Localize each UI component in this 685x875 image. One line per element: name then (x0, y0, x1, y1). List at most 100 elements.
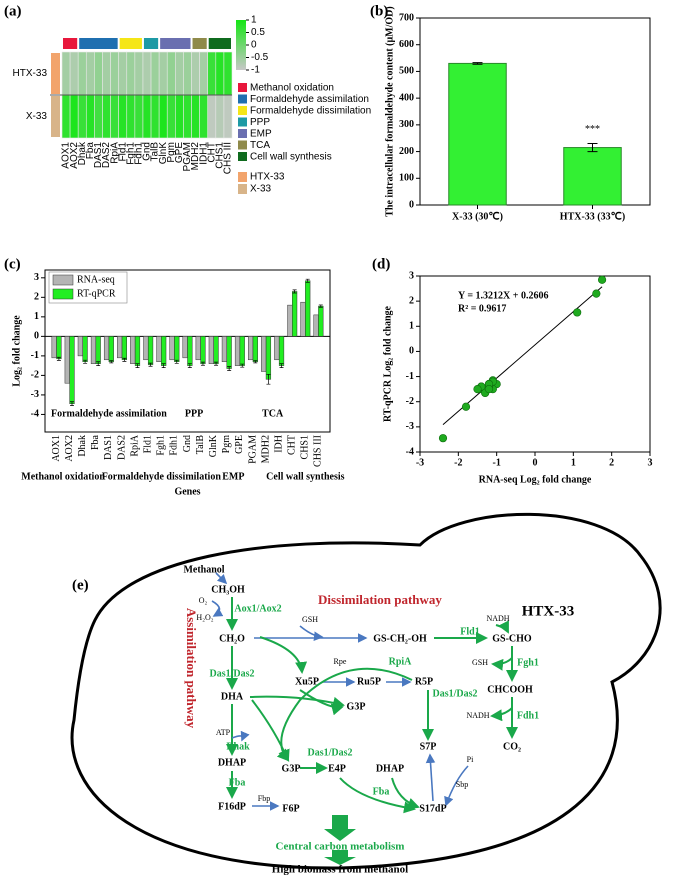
diagram-label: H₂O₂ (196, 613, 213, 622)
bar (56, 336, 62, 360)
gene-label: Dhak (77, 141, 88, 165)
bar (563, 147, 622, 206)
cell-outline (70, 512, 662, 870)
heat-cell (102, 51, 111, 96)
y-tick-label: 3 (34, 272, 39, 283)
arrows (211, 572, 518, 865)
row-label: HTX-33 (13, 68, 48, 79)
error-bar (187, 363, 192, 368)
panel-label: (a) (4, 3, 22, 19)
bar (69, 336, 75, 404)
legend-label: Formaldehyde assimilation (250, 94, 369, 105)
heat-cell (134, 51, 144, 96)
heat-cell (142, 94, 152, 139)
gene-label: GlnK (158, 142, 169, 165)
diagram-label: CH₃OH (211, 584, 245, 595)
point (461, 402, 471, 411)
diagram-label: Dhak (226, 741, 250, 752)
error-bar (83, 359, 88, 364)
heat-cell (126, 94, 136, 139)
legend-swatch (238, 152, 247, 161)
heat-cell (166, 94, 176, 139)
gene-label: AOX1 (61, 142, 72, 169)
annotation: *** (585, 124, 600, 135)
diagram-label: G3P (347, 701, 366, 712)
x-tick-label: Fdh1 (169, 435, 180, 456)
gene-label: IDH1 (198, 142, 209, 165)
diagram-label: Sbp (456, 780, 468, 789)
heat-cell (158, 94, 168, 139)
gene-label: Pgm (166, 142, 177, 163)
diagram-label: S7P (420, 741, 437, 752)
colorbar-label: 0 (251, 40, 257, 51)
heat-cell (126, 51, 136, 96)
x-tick-label: TalB (195, 435, 206, 455)
legend-label: X-33 (250, 184, 272, 195)
legend-swatch (238, 106, 247, 115)
bar (252, 336, 258, 362)
y-tick-label: 200 (399, 146, 414, 157)
legend-swatch (52, 288, 74, 300)
bar (95, 336, 101, 364)
y-tick-label: -2 (31, 370, 39, 381)
error-bar (253, 360, 258, 364)
legend-label: TCA (250, 140, 270, 151)
colorbar-label: 1 (251, 15, 257, 26)
error-bar (161, 363, 166, 368)
error-bar (305, 278, 310, 283)
group-label: Methanol oxidation (21, 471, 105, 482)
diagram-label: DHAP (376, 763, 404, 774)
diagram-label: F6P (282, 803, 299, 814)
heat-cell (158, 51, 168, 96)
error-bar (109, 360, 114, 364)
y-tick-label: 2 (34, 292, 39, 303)
bar (77, 336, 83, 357)
group-bar (63, 38, 78, 49)
r-squared: R² = 0.9617 (458, 303, 506, 314)
diagram-label: Fdh1 (517, 710, 539, 721)
heat-cell (102, 94, 111, 139)
diagram-label: NADH (486, 614, 509, 623)
y-tick-label: 3 (409, 270, 414, 281)
colorbar-label: -0.5 (251, 52, 269, 63)
diagram-label: Fbp (258, 794, 270, 803)
heat-cell (77, 51, 87, 96)
x-tick-label: IDH (273, 435, 284, 453)
y-tick-label: -2 (406, 396, 414, 407)
error-bar (587, 143, 598, 153)
bar (448, 62, 507, 206)
diagram-label: CH₂O (219, 633, 245, 644)
diagram-label: E4P (328, 763, 346, 774)
heat-cell (175, 94, 184, 139)
diagram-label: F16dP (218, 801, 246, 812)
x-tick-label: HTX-33 (33℃) (560, 211, 625, 222)
heat-cell (110, 94, 119, 139)
legend-label: RT-qPCR (77, 288, 116, 299)
heat-cell (150, 94, 160, 139)
colorbar-label: -1 (251, 65, 260, 76)
gene-label: Fba (85, 142, 96, 160)
group-bar (160, 38, 191, 49)
bar (182, 336, 188, 359)
bar (234, 336, 241, 366)
diagram-label: CHCOOH (487, 684, 533, 695)
diagram-label: NADH (466, 711, 489, 720)
heat-cell (166, 51, 176, 96)
legend-label: Cell wall synthesis (250, 152, 332, 163)
bar (248, 336, 254, 361)
heat-cell (61, 94, 71, 139)
heat-cell (191, 94, 200, 139)
gene-label: CHT (206, 142, 217, 163)
row-label: X-33 (26, 111, 48, 122)
heat-cell (183, 51, 192, 96)
diagram-label: O₂ (199, 596, 208, 605)
diagram-label: Das1/Das2 (209, 668, 254, 679)
x-tick-label: -3 (416, 457, 424, 468)
point (573, 308, 582, 317)
legend-label: HTX-33 (250, 172, 285, 183)
error-bar (227, 366, 232, 371)
error-bar (148, 362, 153, 367)
bar (195, 336, 201, 361)
x-tick-label: 2 (609, 457, 614, 468)
